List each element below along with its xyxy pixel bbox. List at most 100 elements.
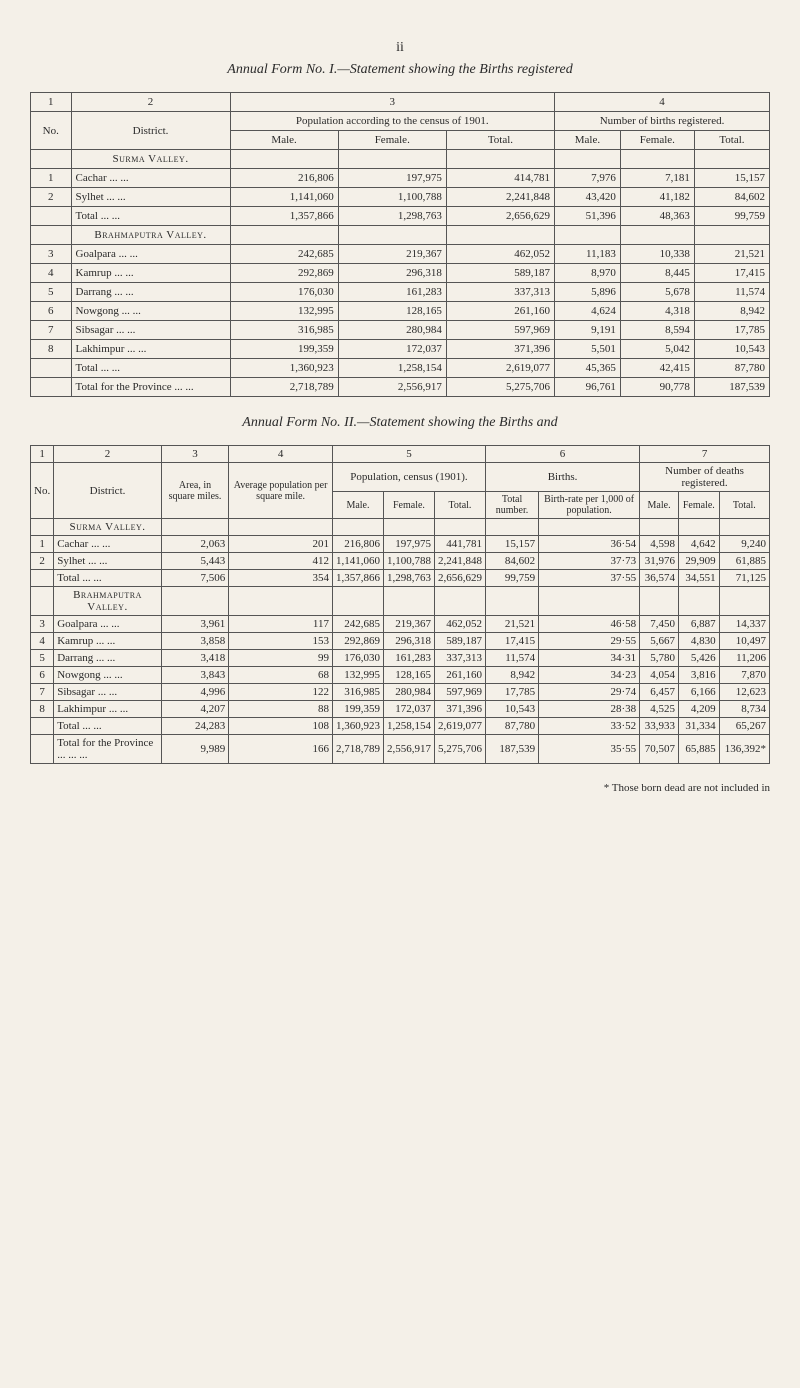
cell: 9,240 xyxy=(719,536,769,553)
cell xyxy=(31,735,54,764)
col-num-3: 3 xyxy=(230,93,555,112)
cell xyxy=(485,519,538,536)
table2-caption: Annual Form No. II.—Statement showing th… xyxy=(30,415,770,431)
cell: 45,365 xyxy=(555,359,621,378)
head-no: No. xyxy=(31,463,54,519)
cell xyxy=(555,150,621,169)
cell: 441,781 xyxy=(434,536,485,553)
cell: 42,415 xyxy=(620,359,694,378)
cell: 2,556,917 xyxy=(383,735,434,764)
cell xyxy=(694,150,769,169)
district-name: Sylhet ... ... xyxy=(54,553,162,570)
cell xyxy=(383,587,434,616)
total-label: Total ... ... xyxy=(54,570,162,587)
cell xyxy=(640,587,679,616)
head-area: Area, in square miles. xyxy=(161,463,228,519)
cell: 122 xyxy=(229,684,333,701)
cell xyxy=(620,226,694,245)
district-name: Kamrup ... ... xyxy=(71,264,230,283)
cell: 136,392* xyxy=(719,735,769,764)
cell xyxy=(332,519,383,536)
col-num: 1 xyxy=(31,446,54,463)
cell: 462,052 xyxy=(434,616,485,633)
district-name: Sylhet ... ... xyxy=(71,188,230,207)
district-name: Darrang ... ... xyxy=(54,650,162,667)
district-name: Kamrup ... ... xyxy=(54,633,162,650)
cell: 11,183 xyxy=(555,245,621,264)
cell: 34·31 xyxy=(539,650,640,667)
sub-rate: Birth-rate per 1,000 of population. xyxy=(539,492,640,519)
row-number: 2 xyxy=(31,553,54,570)
cell: 197,975 xyxy=(338,169,446,188)
cell: 3,858 xyxy=(161,633,228,650)
cell: 5,275,706 xyxy=(434,735,485,764)
cell: 7,870 xyxy=(719,667,769,684)
cell: 4,642 xyxy=(678,536,719,553)
cell: 9,191 xyxy=(555,321,621,340)
cell xyxy=(230,150,338,169)
district-name: Cachar ... ... xyxy=(54,536,162,553)
cell xyxy=(620,150,694,169)
cell: 197,975 xyxy=(383,536,434,553)
section-heading: Surma Valley. xyxy=(71,150,230,169)
cell: 132,995 xyxy=(230,302,338,321)
cell xyxy=(678,519,719,536)
cell: 8,445 xyxy=(620,264,694,283)
cell: 10,543 xyxy=(694,340,769,359)
head-deaths: Number of deaths registered. xyxy=(640,463,770,492)
cell: 29,909 xyxy=(678,553,719,570)
cell: 6,166 xyxy=(678,684,719,701)
cell: 37·73 xyxy=(539,553,640,570)
total-label: Total for the Province ... ... xyxy=(71,378,230,397)
cell: 1,357,866 xyxy=(332,570,383,587)
cell: 90,778 xyxy=(620,378,694,397)
row-number: 1 xyxy=(31,169,72,188)
cell: 17,415 xyxy=(694,264,769,283)
district-name: Nowgong ... ... xyxy=(71,302,230,321)
cell: 4,624 xyxy=(555,302,621,321)
cell: 4,207 xyxy=(161,701,228,718)
cell: 11,206 xyxy=(719,650,769,667)
cell: 187,539 xyxy=(485,735,538,764)
sub-male: Male. xyxy=(640,492,679,519)
section-heading: Brahmaputra Valley. xyxy=(71,226,230,245)
cell: 8,942 xyxy=(485,667,538,684)
cell: 1,141,060 xyxy=(230,188,338,207)
col-num-4: 4 xyxy=(555,93,770,112)
cell: 17,415 xyxy=(485,633,538,650)
cell: 216,806 xyxy=(230,169,338,188)
row-number: 1 xyxy=(31,536,54,553)
cell: 219,367 xyxy=(383,616,434,633)
cell xyxy=(640,519,679,536)
cell: 589,187 xyxy=(446,264,554,283)
cell xyxy=(678,587,719,616)
cell xyxy=(383,519,434,536)
cell: 9,989 xyxy=(161,735,228,764)
district-name: Lakhimpur ... ... xyxy=(54,701,162,718)
cell: 1,360,923 xyxy=(332,718,383,735)
total-label: Total for the Province ... ... ... xyxy=(54,735,162,764)
cell: 15,157 xyxy=(694,169,769,188)
head-births: Number of births registered. xyxy=(555,112,770,131)
cell: 14,337 xyxy=(719,616,769,633)
cell: 261,160 xyxy=(434,667,485,684)
cell: 4,318 xyxy=(620,302,694,321)
cell: 371,396 xyxy=(446,340,554,359)
col-num-1: 1 xyxy=(31,93,72,112)
cell: 371,396 xyxy=(434,701,485,718)
cell xyxy=(161,587,228,616)
section-heading: Surma Valley. xyxy=(54,519,162,536)
cell: 3,816 xyxy=(678,667,719,684)
cell: 462,052 xyxy=(446,245,554,264)
cell: 7,506 xyxy=(161,570,228,587)
cell: 1,298,763 xyxy=(383,570,434,587)
cell: 3,843 xyxy=(161,667,228,684)
cell xyxy=(446,226,554,245)
cell: 99 xyxy=(229,650,333,667)
cell: 280,984 xyxy=(338,321,446,340)
cell: 71,125 xyxy=(719,570,769,587)
cell: 316,985 xyxy=(230,321,338,340)
cell: 280,984 xyxy=(383,684,434,701)
row-number: 4 xyxy=(31,633,54,650)
total-label: Total ... ... xyxy=(54,718,162,735)
